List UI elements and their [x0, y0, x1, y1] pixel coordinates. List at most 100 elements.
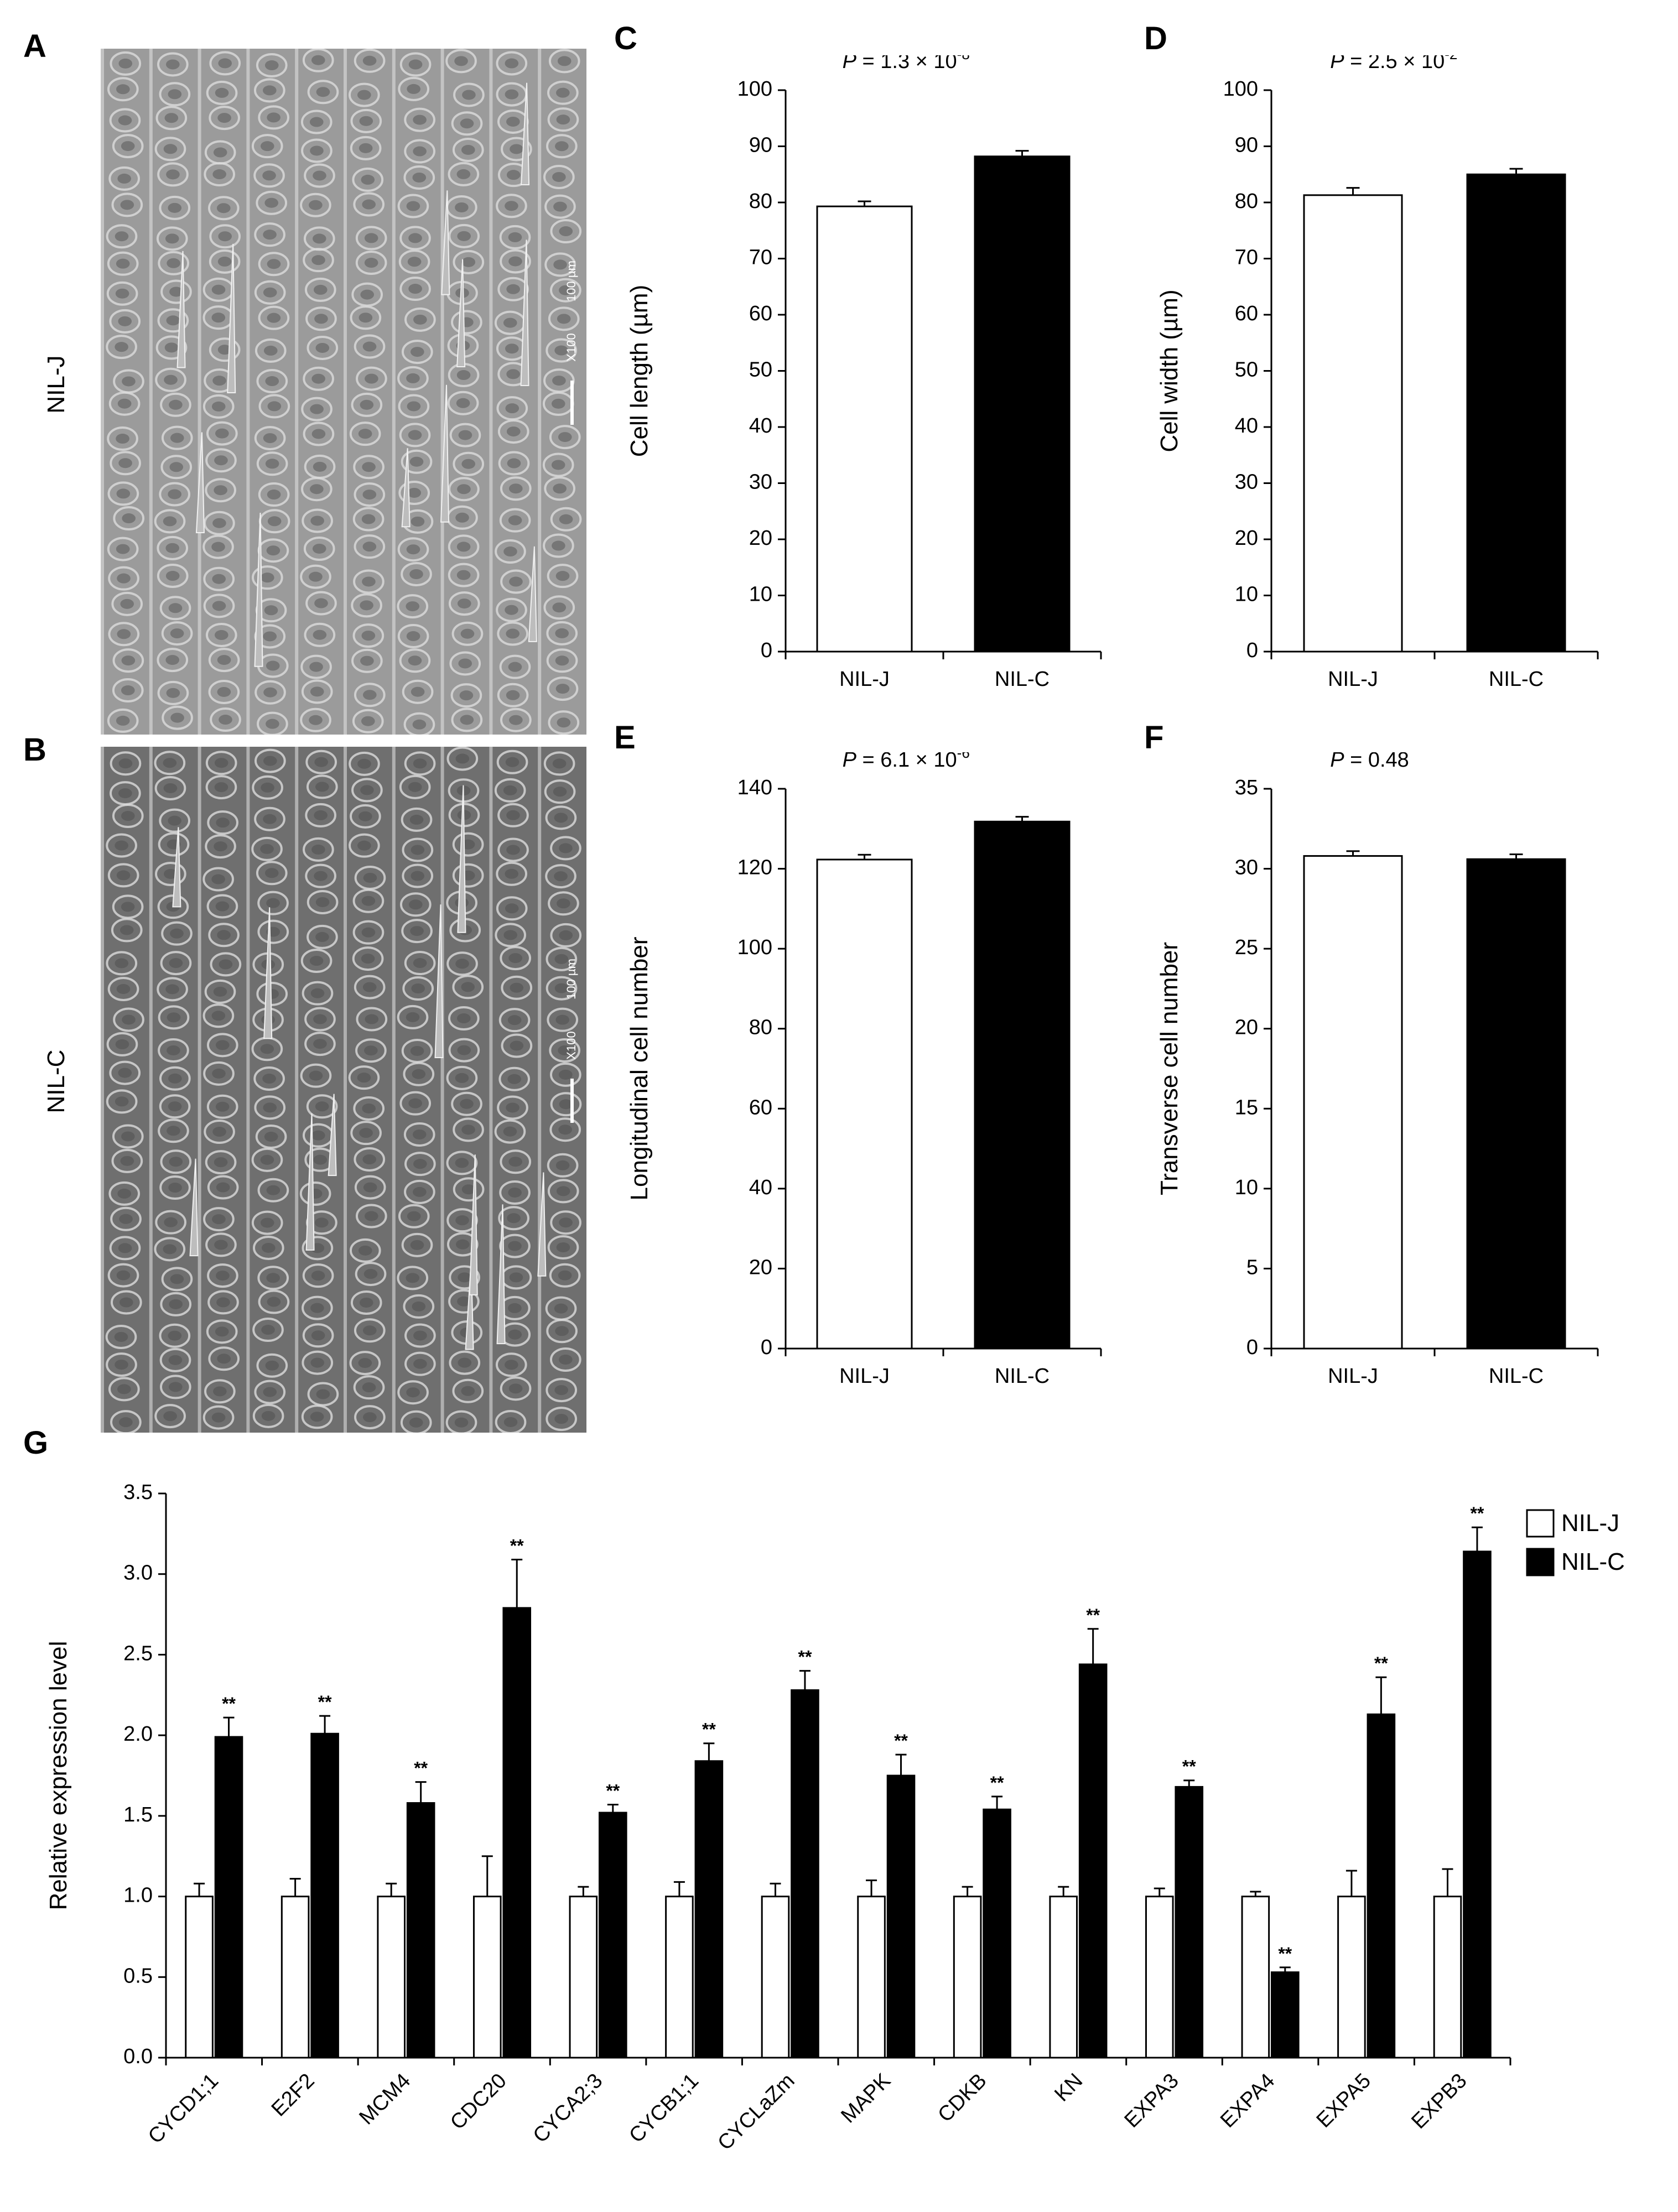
- cell-pore: [217, 686, 231, 697]
- cell-pore: [357, 90, 371, 100]
- epidermal-cell: [402, 679, 434, 704]
- epidermal-cell: [302, 49, 334, 72]
- cell-pore: [166, 688, 180, 698]
- cell-pore: [556, 1186, 570, 1196]
- epidermal-cell: [544, 779, 576, 804]
- epidermal-cell: [107, 481, 139, 506]
- cell-pore: [263, 287, 277, 298]
- epidermal-cell: [300, 110, 333, 134]
- cell-pore: [117, 573, 131, 584]
- epidermal-cell: [210, 952, 242, 977]
- cell-pore: [413, 758, 427, 769]
- cell-pore: [118, 1068, 132, 1078]
- trichome: [328, 1094, 337, 1177]
- panel-letter-c: C: [614, 20, 637, 56]
- cell-pore: [555, 1014, 570, 1025]
- cell-pore: [362, 341, 377, 352]
- epidermal-cell: [207, 1175, 239, 1200]
- cell-pore: [266, 545, 280, 556]
- epidermal-cell: [548, 891, 579, 916]
- epidermal-cell: [305, 306, 337, 331]
- cell-pore: [163, 1244, 177, 1255]
- cell-pore: [117, 1188, 132, 1199]
- cell-pore: [312, 543, 326, 554]
- epidermal-cell: [354, 975, 386, 1000]
- bar-nil-j: [472, 1896, 502, 2059]
- epidermal-cell: [159, 1323, 191, 1348]
- cell-pore: [558, 1270, 572, 1281]
- epidermal-cell: [546, 134, 578, 159]
- cell-pore: [411, 516, 425, 527]
- trichome: [434, 904, 444, 1059]
- epidermal-cell: [404, 107, 435, 132]
- epidermal-cell: [107, 1263, 139, 1288]
- y-tick-label: 0: [761, 1336, 772, 1359]
- cell-pore: [315, 782, 329, 792]
- epidermal-cell: [159, 482, 191, 507]
- cell-pore: [360, 655, 374, 666]
- cell-pore: [410, 1045, 424, 1056]
- panel-letter-b: B: [23, 732, 46, 768]
- epidermal-cell: [258, 1289, 290, 1314]
- epidermal-cell: [398, 480, 430, 505]
- cell-pore: [313, 170, 326, 181]
- cell-pore: [115, 1096, 129, 1107]
- cell-pore: [411, 686, 425, 697]
- cell-pore: [363, 1182, 377, 1193]
- cell-pore: [165, 543, 179, 553]
- epidermal-cell: [305, 750, 337, 774]
- epidermal-cell: [351, 392, 383, 417]
- cell-pore: [165, 571, 180, 581]
- epidermal-cell: [355, 251, 387, 275]
- cell-pore: [508, 953, 522, 964]
- epidermal-cell: [258, 482, 290, 507]
- cell-pore: [166, 315, 180, 326]
- epidermal-cell: [402, 863, 434, 888]
- cell-pore: [411, 983, 425, 994]
- cell-pore: [309, 1070, 323, 1081]
- cell-pore: [167, 1045, 180, 1055]
- x-tick-label: EXPA3: [1120, 2069, 1183, 2132]
- cell-pore: [263, 814, 277, 824]
- epidermal-cell: [110, 1206, 142, 1231]
- cell-pore: [559, 1217, 573, 1228]
- cell-pore: [559, 930, 573, 940]
- cell-file-ridge: [198, 747, 201, 1433]
- epidermal-cell: [106, 1032, 138, 1056]
- cell-pore: [212, 376, 226, 386]
- epidermal-cell: [497, 1095, 528, 1120]
- cell-pore: [457, 484, 471, 495]
- significance-mark: **: [1278, 1944, 1292, 1964]
- epidermal-cell: [356, 366, 387, 391]
- cell-file-ridge: [149, 49, 153, 735]
- x-tick-label: NIL-C: [1489, 668, 1544, 691]
- epidermal-cell: [398, 76, 430, 101]
- cell-pore: [121, 685, 135, 696]
- epidermal-cell: [352, 167, 384, 192]
- cell-pore: [217, 345, 232, 355]
- epidermal-cell: [446, 951, 478, 976]
- epidermal-cell: [349, 833, 380, 858]
- cell-pore: [164, 342, 179, 353]
- cell-pore: [115, 840, 128, 851]
- cell-pore: [214, 1157, 228, 1168]
- trichome: [263, 907, 273, 1039]
- trichome: [521, 82, 530, 185]
- cell-pore: [458, 430, 472, 440]
- epidermal-cell: [449, 651, 481, 676]
- cell-pore: [170, 1274, 184, 1284]
- epidermal-cell: [111, 918, 143, 943]
- cell-pore: [120, 200, 134, 210]
- epidermal-cell: [353, 192, 385, 217]
- cell-pore: [217, 1354, 231, 1364]
- bar-nil-j: [1241, 1896, 1270, 2059]
- epidermal-cell: [355, 226, 387, 251]
- epidermal-cell: [302, 1323, 334, 1348]
- epidermal-cell: [307, 80, 339, 105]
- epidermal-cell: [252, 775, 283, 800]
- trichome: [440, 384, 450, 523]
- epidermal-cell: [500, 1149, 532, 1174]
- cell-pore: [264, 197, 278, 208]
- epidermal-cell: [448, 1006, 480, 1031]
- cell-pore: [262, 1074, 276, 1084]
